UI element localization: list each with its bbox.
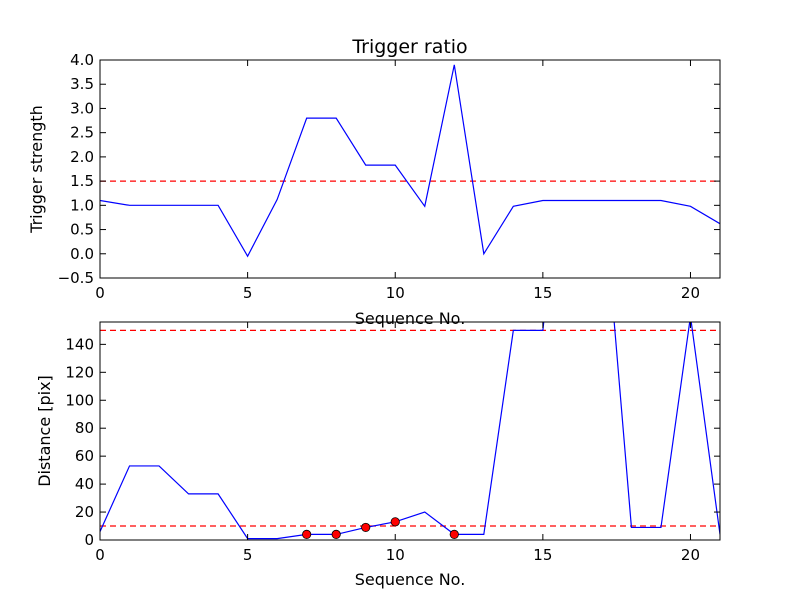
- top-chart: Trigger ratio 0 5 10 15 20 −0.5 0.0 0.5 1.0 1.5 2.…: [27, 36, 721, 328]
- bottom-chart-y-tick-label: 100: [65, 391, 94, 409]
- top-chart-y-tick-label: 1.0: [70, 196, 94, 214]
- bottom-chart-x-tick-label: 15: [533, 546, 552, 564]
- top-chart-y-tick-label: −0.5: [58, 269, 94, 287]
- top-chart-x-tick-label: 10: [386, 284, 405, 302]
- top-chart-y-tick-label: 3.0: [70, 99, 94, 117]
- bottom-chart-y-tick-label: 140: [65, 335, 94, 353]
- top-chart-y-tick-label: 3.5: [70, 75, 94, 93]
- top-chart-y-tick-label: 0.5: [70, 221, 94, 239]
- top-chart-y-tick-label: 1.5: [70, 172, 94, 190]
- top-chart-ticks: 0 5 10 15 20 −0.5 0.0 0.5 1.0 1.5 2.0 2.5 3.0 3.5 4.0: [58, 51, 720, 302]
- bottom-chart-ticks: 0 5 10 15 20 0 20 40 60 80 100 120 140: [65, 322, 720, 564]
- bottom-chart-marker-2: [361, 522, 371, 533]
- top-chart-y-tick-label: 2.5: [70, 124, 94, 142]
- bottom-chart-marker-4: [449, 529, 459, 540]
- bottom-chart-x-axis-label: Sequence No.: [355, 570, 466, 589]
- bottom-chart-y-tick-label: 80: [75, 419, 94, 437]
- top-chart-x-tick-label: 0: [95, 284, 105, 302]
- bottom-chart-y-tick-label: 20: [75, 503, 94, 521]
- top-chart-y-axis-label: Trigger strength: [27, 105, 46, 234]
- bottom-chart-x-tick-label: 10: [386, 546, 405, 564]
- top-chart-title: Trigger ratio: [351, 36, 467, 58]
- top-chart-series-line-0: [100, 64, 720, 258]
- bottom-chart-marker-1: [331, 529, 341, 540]
- bottom-chart-y-axis-label: Distance [pix]: [35, 375, 54, 487]
- top-chart-frame: [99, 59, 721, 279]
- top-chart-y-tick-label: 0.0: [70, 245, 94, 263]
- bottom-chart-marker-0: [302, 529, 312, 540]
- bottom-chart-x-tick-label: 0: [95, 546, 105, 564]
- top-chart-y-tick-label: 2.0: [70, 148, 94, 166]
- bottom-chart-frame: [99, 321, 721, 541]
- bottom-chart-series-line-0: [100, 322, 720, 540]
- bottom-chart-x-tick-label: 20: [681, 546, 700, 564]
- bottom-chart-x-tick-label: 5: [243, 546, 253, 564]
- bottom-chart-marker-3: [390, 517, 400, 527]
- bottom-chart-plot-area: [100, 322, 720, 540]
- top-chart-y-tick-label: 4.0: [70, 51, 94, 69]
- top-chart-x-tick-label: 5: [243, 284, 253, 302]
- bottom-chart-y-tick-label: 60: [75, 447, 94, 465]
- bottom-chart-y-tick-label: 40: [75, 475, 94, 493]
- bottom-chart-y-tick-label: 0: [84, 531, 94, 549]
- bottom-chart-y-tick-label: 120: [65, 363, 94, 381]
- top-chart-x-tick-label: 15: [533, 284, 552, 302]
- top-chart-plot-area: [100, 64, 720, 258]
- top-chart-x-axis-label: Sequence No.: [355, 309, 466, 328]
- top-chart-x-tick-label: 20: [681, 284, 700, 302]
